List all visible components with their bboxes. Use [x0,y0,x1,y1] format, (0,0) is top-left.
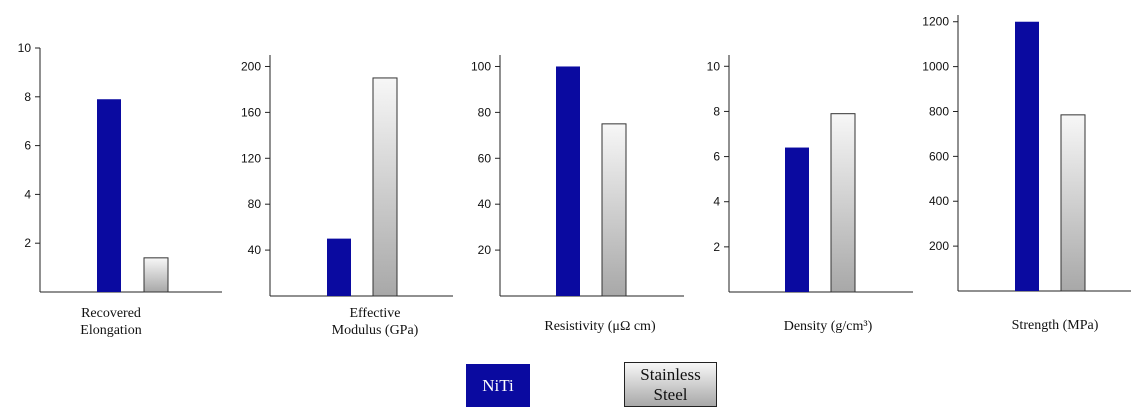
legend-niti-label: NiTi [482,375,514,395]
y-tick-label: 200 [929,239,949,253]
bar-niti [556,66,580,296]
chart-panel-1: 2 4 6 8 10 Recovered Elongation [18,41,222,338]
legend-stainless-steel-label: Stainless Steel [640,364,701,404]
y-tick-label: 10 [18,41,32,55]
y-tick-label: 800 [929,104,949,118]
y-tick-label: 400 [929,194,949,208]
bar-niti [1015,21,1039,291]
bar-niti [785,147,809,292]
bar-stainless-steel [601,123,627,297]
y-tick-label: 40 [248,243,262,257]
y-tick-label: 4 [713,195,720,209]
y-tick-label: 6 [24,139,31,153]
y-tick-label: 2 [713,240,720,254]
bar-stainless-steel [143,257,169,293]
x-axis-label: Strength (MPa) [1012,318,1099,333]
y-tick-label: 80 [478,105,492,119]
y-tick-label: 4 [24,187,31,201]
chart-panel-3: 20 40 60 80 100 Resistivity (μΩ cm) [471,55,684,334]
bar-stainless-steel [830,113,856,293]
y-tick-label: 60 [478,151,492,165]
y-tick-label: 40 [478,197,492,211]
x-axis-label: Recovered Elongation [80,306,141,338]
chart-panel-4: 2 4 6 8 10 Density (g/cm³) [707,55,913,334]
x-axis-label: Resistivity (μΩ cm) [544,319,656,334]
y-tick-label: 100 [471,59,491,73]
chart-panel-5: 200 400 600 800 1000 1200 Strength (MPa) [922,15,1131,333]
y-tick-label: 200 [241,59,261,73]
legend-niti: NiTi [466,364,530,407]
bar-stainless-steel [1060,114,1086,292]
y-tick-label: 20 [478,243,492,257]
bar-stainless-steel [372,77,398,297]
y-tick-label: 2 [24,236,31,250]
y-tick-label: 6 [713,150,720,164]
x-axis-label: Density (g/cm³) [784,319,873,334]
y-tick-label: 1000 [922,60,949,74]
y-tick-label: 600 [929,149,949,163]
x-axis-label: Effective Modulus (GPa) [332,306,419,338]
legend-stainless-steel: Stainless Steel [624,362,717,407]
chart-panel-2: 40 80 120 160 200 Effective Modulus (GPa) [241,55,453,338]
y-tick-label: 10 [707,59,721,73]
y-tick-label: 160 [241,105,261,119]
bar-niti [327,238,351,296]
y-tick-label: 8 [713,104,720,118]
y-tick-label: 8 [24,90,31,104]
y-tick-label: 80 [248,197,262,211]
y-tick-label: 1200 [922,15,949,29]
y-tick-label: 120 [241,151,261,165]
bar-niti [97,99,121,293]
